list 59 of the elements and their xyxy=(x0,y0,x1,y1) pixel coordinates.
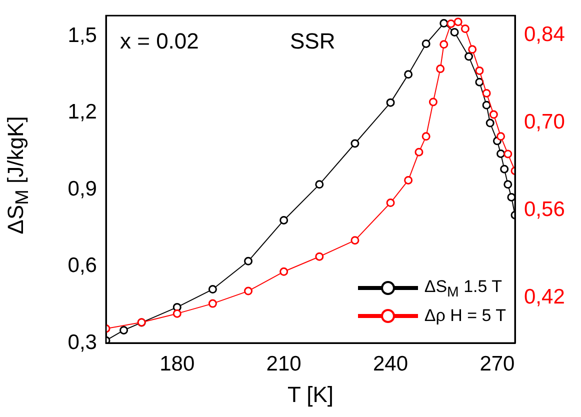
point xyxy=(486,118,494,128)
point xyxy=(350,236,360,245)
point xyxy=(468,45,477,54)
point xyxy=(436,64,445,74)
point xyxy=(315,252,324,261)
point xyxy=(500,164,509,174)
point xyxy=(464,52,474,61)
point xyxy=(482,100,491,110)
y2-tick-label: 0,84 xyxy=(524,22,566,46)
point xyxy=(386,198,395,208)
point xyxy=(350,139,360,148)
point xyxy=(280,216,288,224)
x-tick-label: 240 xyxy=(373,352,408,376)
y2-tick-label: 0,42 xyxy=(524,286,565,309)
point xyxy=(404,176,413,184)
legend-label: Δρ H = 5 T xyxy=(424,306,506,326)
point xyxy=(475,78,484,86)
point xyxy=(450,28,459,36)
point xyxy=(507,192,515,202)
point xyxy=(172,309,182,318)
point xyxy=(315,180,324,189)
point xyxy=(244,286,253,296)
y-tick-label: 1,2 xyxy=(68,100,97,124)
point xyxy=(496,149,506,158)
x-tick-label: 270 xyxy=(480,352,515,376)
y-tick-label: 0,6 xyxy=(68,254,97,278)
point xyxy=(460,24,470,33)
point xyxy=(489,110,498,119)
y2-tick-label: 0,56 xyxy=(524,198,565,222)
point xyxy=(414,148,424,156)
point xyxy=(504,150,512,158)
y-tick-label: 0,9 xyxy=(68,177,97,200)
point xyxy=(404,70,413,79)
point xyxy=(446,19,456,28)
point xyxy=(280,267,288,276)
x-tick-label: 210 xyxy=(266,352,302,376)
point xyxy=(208,299,217,308)
point xyxy=(504,180,512,189)
point xyxy=(440,40,448,49)
point xyxy=(120,326,128,334)
y-tick-label: 1,5 xyxy=(68,24,97,47)
legend-label: ΔS$_{M}$ 1.5 T xyxy=(424,276,502,300)
point xyxy=(244,256,253,266)
point xyxy=(440,19,448,28)
annotation: x = 0.02 xyxy=(120,28,199,54)
x-tick-label: 180 xyxy=(160,352,195,376)
y-tick-label: 0,3 xyxy=(68,330,97,354)
point xyxy=(422,132,430,141)
point xyxy=(482,88,491,98)
point xyxy=(454,18,462,26)
x-axis-title: T [K] xyxy=(286,382,335,408)
point xyxy=(386,98,395,107)
y2-tick-label: 0,70 xyxy=(524,110,565,134)
point xyxy=(496,132,506,141)
point xyxy=(208,285,217,294)
point xyxy=(428,98,438,106)
point xyxy=(422,39,430,48)
annotation: SSR xyxy=(290,28,336,54)
point xyxy=(475,66,484,75)
